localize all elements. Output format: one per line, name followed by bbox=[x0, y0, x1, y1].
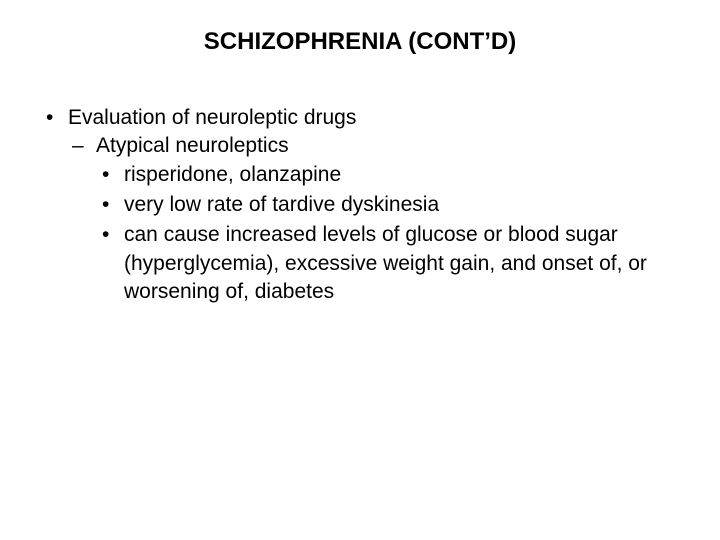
bullet-text: risperidone, olanzapine bbox=[124, 163, 341, 186]
bullet-text: can cause increased levels of glucose or… bbox=[124, 223, 647, 303]
list-item: can cause increased levels of glucose or… bbox=[96, 221, 680, 306]
slide: SCHIZOPHRENIA (CONT’D) Evaluation of neu… bbox=[0, 0, 720, 540]
bullet-text: Atypical neuroleptics bbox=[96, 134, 289, 157]
bullet-list-level2: Atypical neuroleptics risperidone, olanz… bbox=[68, 132, 680, 306]
slide-title: SCHIZOPHRENIA (CONT’D) bbox=[40, 28, 680, 56]
bullet-list-level3: risperidone, olanzapine very low rate of… bbox=[96, 161, 680, 307]
bullet-text: Evaluation of neuroleptic drugs bbox=[68, 106, 356, 129]
bullet-text: very low rate of tardive dyskinesia bbox=[124, 193, 439, 216]
bullet-list-level1: Evaluation of neuroleptic drugs Atypical… bbox=[40, 104, 680, 306]
list-item: very low rate of tardive dyskinesia bbox=[96, 191, 680, 219]
list-item: risperidone, olanzapine bbox=[96, 161, 680, 189]
list-item: Evaluation of neuroleptic drugs Atypical… bbox=[40, 104, 680, 306]
list-item: Atypical neuroleptics risperidone, olanz… bbox=[68, 132, 680, 306]
